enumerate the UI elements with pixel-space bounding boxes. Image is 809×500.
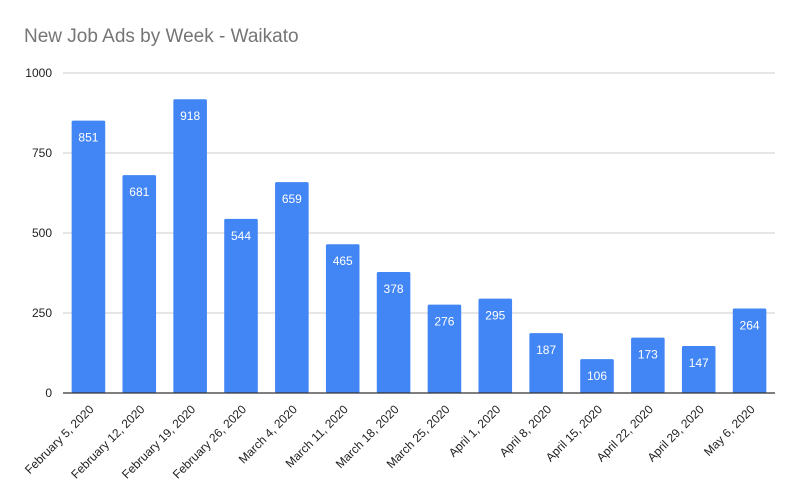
bar-value-label: 465: [333, 254, 353, 268]
bar-value-label: 187: [536, 343, 556, 357]
bar-value-label: 147: [689, 356, 709, 370]
bar-value-label: 276: [434, 315, 454, 329]
bar-value-label: 378: [384, 282, 404, 296]
bar-value-label: 106: [587, 369, 607, 383]
bar-value-label: 173: [638, 348, 658, 362]
bar: [681, 345, 716, 393]
bar: [529, 333, 563, 393]
y-tick-label: 250: [32, 306, 52, 320]
y-tick-label: 750: [32, 146, 52, 160]
bar: [275, 182, 309, 393]
y-tick-label: 500: [32, 226, 52, 240]
y-tick-label: 0: [45, 386, 52, 400]
bar: [173, 99, 207, 394]
bar-value-label: 295: [485, 309, 505, 323]
bar: [580, 359, 614, 393]
bar: [224, 218, 258, 393]
bar: [427, 304, 462, 393]
y-tick-label: 1000: [25, 66, 52, 80]
bar-value-label: 544: [231, 229, 251, 243]
bar-value-label: 264: [740, 319, 760, 333]
bar: [478, 298, 513, 393]
bar-value-label: 918: [180, 109, 200, 123]
bar: [732, 308, 767, 393]
bar: [376, 272, 411, 393]
bar-value-label: 681: [129, 185, 149, 199]
chart-title: New Job Ads by Week - Waikato: [24, 26, 299, 47]
bar: [122, 175, 157, 393]
x-tick-label: May 6, 2020: [701, 402, 758, 459]
bar-value-label: 851: [78, 131, 98, 145]
bar: [631, 337, 665, 393]
bar-value-label: 659: [282, 192, 302, 206]
bar: [325, 244, 360, 393]
x-tick-label: April 1, 2020: [446, 402, 504, 460]
bar: [71, 120, 106, 394]
